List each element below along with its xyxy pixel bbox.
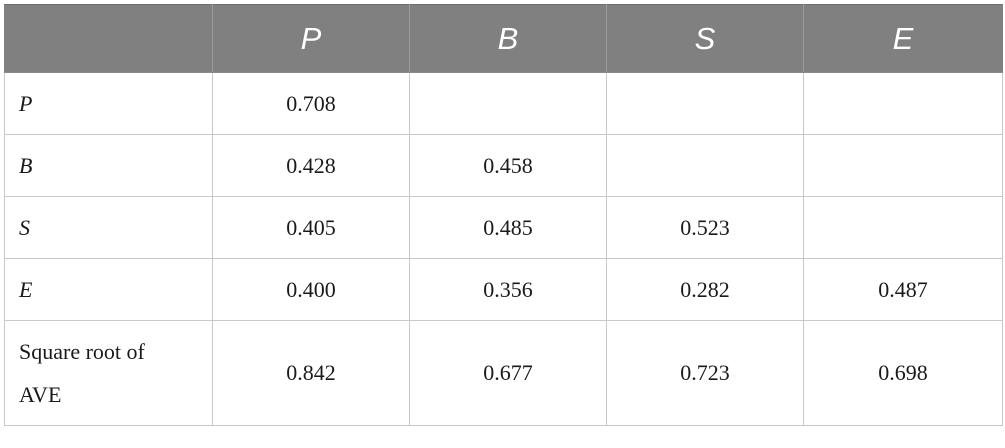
- table-header: P B S E: [4, 4, 1003, 73]
- table-row: S 0.405 0.485 0.523: [4, 196, 1003, 259]
- correlation-table: P B S E P 0.708 B 0.428 0.458 S: [4, 4, 1003, 426]
- table-cell: [606, 72, 804, 135]
- table-cell: 0.428: [212, 134, 410, 197]
- table-cell: 0.842: [212, 320, 410, 426]
- table-cell: 0.400: [212, 258, 410, 321]
- header-e: E: [803, 4, 1003, 73]
- header-b: B: [409, 4, 607, 73]
- table-body: P 0.708 B 0.428 0.458 S 0.405 0.485 0.52…: [4, 72, 1003, 426]
- row-label-line1: Square root of: [19, 339, 145, 364]
- table-row: P 0.708: [4, 72, 1003, 135]
- table-row: Square root of AVE 0.842 0.677 0.723 0.69…: [4, 320, 1003, 426]
- table-cell: 0.708: [212, 72, 410, 135]
- row-label: B: [4, 134, 213, 197]
- header-corner: [4, 4, 213, 73]
- table-cell: [803, 196, 1003, 259]
- table-cell: [803, 134, 1003, 197]
- table-cell: 0.523: [606, 196, 804, 259]
- table-cell: 0.458: [409, 134, 607, 197]
- header-s: S: [606, 4, 804, 73]
- table-cell: 0.677: [409, 320, 607, 426]
- table-row: B 0.428 0.458: [4, 134, 1003, 197]
- table-cell: 0.485: [409, 196, 607, 259]
- row-label: E: [4, 258, 213, 321]
- header-p: P: [212, 4, 410, 73]
- table-cell: [803, 72, 1003, 135]
- table-row: E 0.400 0.356 0.282 0.487: [4, 258, 1003, 321]
- table-cell: 0.698: [803, 320, 1003, 426]
- row-label: Square root of AVE: [4, 320, 213, 426]
- table-cell: 0.405: [212, 196, 410, 259]
- table-cell: 0.723: [606, 320, 804, 426]
- table-cell: 0.356: [409, 258, 607, 321]
- table-cell: [606, 134, 804, 197]
- table-container: P B S E P 0.708 B 0.428 0.458 S: [4, 4, 1003, 426]
- table-cell: 0.282: [606, 258, 804, 321]
- row-label: S: [4, 196, 213, 259]
- header-row: P B S E: [4, 4, 1003, 73]
- table-cell: 0.487: [803, 258, 1003, 321]
- row-label-line2: AVE: [19, 382, 62, 407]
- row-label: P: [4, 72, 213, 135]
- table-cell: [409, 72, 607, 135]
